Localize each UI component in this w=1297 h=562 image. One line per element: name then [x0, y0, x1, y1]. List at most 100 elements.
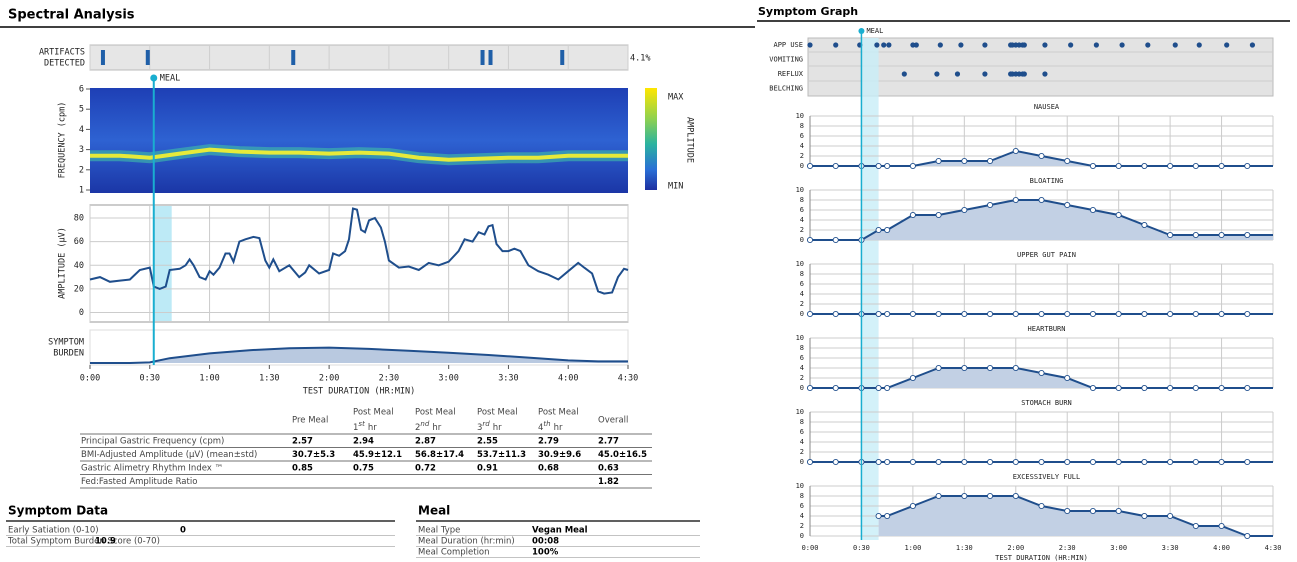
survey-point — [936, 158, 941, 163]
ordinal-suffix: nd — [420, 420, 429, 428]
survey-point — [910, 459, 915, 464]
y-tick-label: 0 — [800, 162, 804, 170]
section-title: Symptom Graph — [758, 5, 858, 18]
survey-point — [1245, 533, 1250, 538]
unit: hr — [432, 423, 441, 433]
event-name: VOMITING — [769, 56, 803, 64]
x-tick-label: 2:00 — [319, 374, 339, 384]
y-tick-label: 8 — [800, 344, 804, 352]
y-axis-label: BURDEN — [53, 349, 84, 359]
survey-point — [1142, 459, 1147, 464]
y-tick-label: 2 — [800, 152, 804, 160]
survey-point — [1142, 513, 1147, 518]
survey-point — [910, 375, 915, 380]
row-label: Total Symptom Burden Score (0-70) — [7, 537, 160, 547]
survey-point — [1219, 232, 1224, 237]
cell: 45.9±12.1 — [353, 450, 402, 460]
event-dot — [833, 42, 838, 47]
y-tick-label: 4 — [800, 438, 804, 446]
colorbar-min: MIN — [668, 182, 683, 192]
y-tick-label: 6 — [800, 354, 804, 362]
x-tick-label: 4:00 — [1213, 544, 1230, 552]
strip-label: ARTIFACTS — [39, 48, 85, 58]
y-tick-label: 6 — [79, 85, 84, 95]
meal-dot — [858, 28, 864, 34]
y-axis-label: AMPLITUDE (μV) — [58, 227, 68, 299]
survey-point — [833, 385, 838, 390]
y-tick-label: 2 — [800, 226, 804, 234]
unit: hr — [493, 423, 502, 433]
colorbar-label: AMPLITUDE — [685, 117, 695, 163]
row-label: Meal Type — [418, 526, 460, 536]
column-header: Overall — [598, 416, 628, 426]
y-tick-label: 4 — [800, 290, 804, 298]
survey-point — [910, 163, 915, 168]
survey-point — [936, 311, 941, 316]
survey-point — [936, 365, 941, 370]
x-tick-label: 3:00 — [1110, 544, 1127, 552]
event-name: REFLUX — [778, 70, 804, 78]
event-dot — [982, 42, 987, 47]
cell: 30.7±5.3 — [292, 450, 335, 460]
survey-point — [1193, 385, 1198, 390]
event-dot — [1068, 42, 1073, 47]
row-label: Principal Gastric Frequency (cpm) — [81, 437, 224, 447]
y-tick-label: 2 — [800, 374, 804, 382]
column-header: Post Meal — [538, 408, 579, 418]
survey-point — [936, 459, 941, 464]
survey-point — [1065, 202, 1070, 207]
event-name: BELCHING — [769, 85, 803, 93]
survey-point — [1168, 385, 1173, 390]
spectrogram — [90, 88, 628, 193]
survey-point — [1090, 385, 1095, 390]
chart-title: NAUSEA — [1034, 103, 1060, 111]
survey-point — [1013, 493, 1018, 498]
x-tick-label: 2:30 — [379, 374, 399, 384]
survey-point — [1245, 385, 1250, 390]
survey-point — [885, 513, 890, 518]
survey-point — [1142, 222, 1147, 227]
survey-point — [1090, 311, 1095, 316]
y-tick-label: 4 — [800, 364, 804, 372]
survey-point — [1065, 311, 1070, 316]
y-tick-label: 1 — [79, 186, 84, 196]
event-dot — [1094, 42, 1099, 47]
y-tick-label: 0 — [800, 458, 804, 466]
event-dot — [1022, 42, 1027, 47]
x-tick-label: 1:00 — [199, 374, 219, 384]
artifact — [560, 50, 564, 65]
row-label: Meal Completion — [418, 548, 490, 558]
survey-point — [833, 237, 838, 242]
x-axis-label: TEST DURATION (HR:MIN) — [995, 554, 1088, 562]
column-header: Post Meal — [353, 408, 394, 418]
y-tick-label: 80 — [74, 214, 84, 224]
survey-point — [833, 311, 838, 316]
survey-point — [1039, 197, 1044, 202]
column-header: Post Meal — [415, 408, 456, 418]
survey-point — [1142, 163, 1147, 168]
event-dot — [982, 71, 987, 76]
y-tick-label: 0 — [800, 310, 804, 318]
survey-point — [1013, 459, 1018, 464]
survey-point — [1193, 523, 1198, 528]
artifact — [481, 50, 485, 65]
cell: 0.63 — [598, 464, 619, 474]
cell: 2.79 — [538, 437, 559, 447]
event-dot — [1224, 42, 1229, 47]
event-dot — [1119, 42, 1124, 47]
survey-point — [885, 459, 890, 464]
meal-window — [861, 38, 878, 540]
survey-point — [1039, 503, 1044, 508]
row-label: Meal Duration (hr:min) — [418, 537, 515, 547]
survey-point — [987, 202, 992, 207]
survey-point — [936, 493, 941, 498]
survey-point — [962, 311, 967, 316]
survey-point — [1193, 311, 1198, 316]
y-tick-label: 6 — [800, 206, 804, 214]
artifact — [101, 50, 105, 65]
y-tick-label: 8 — [800, 270, 804, 278]
cell: 2.55 — [477, 437, 498, 447]
row-value: 00:08 — [532, 537, 559, 547]
x-tick-label: 4:00 — [558, 374, 578, 384]
